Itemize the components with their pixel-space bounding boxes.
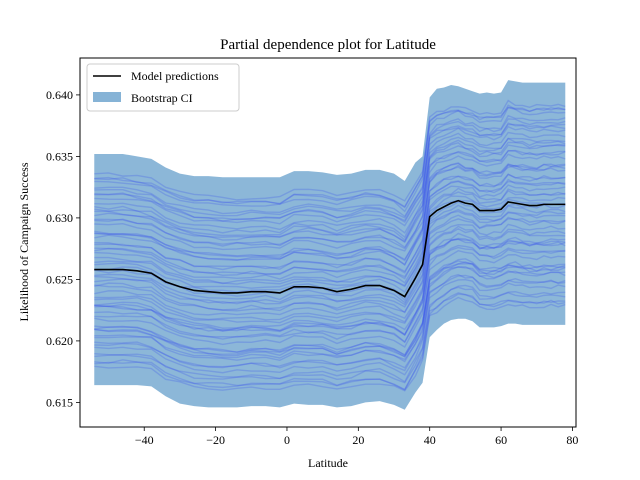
legend-swatch-bootstrap-ci xyxy=(93,92,121,102)
bootstrap-sample-line xyxy=(94,227,566,325)
bootstrap-sample-line xyxy=(94,201,566,302)
model-prediction-line xyxy=(94,199,566,298)
legend-label-bootstrap-ci: Bootstrap CI xyxy=(131,91,193,105)
bootstrap-sample-line xyxy=(94,266,566,363)
bootstrap-sample-line xyxy=(94,232,566,331)
bootstrap-sample-line xyxy=(94,131,566,234)
bootstrap-sample-line xyxy=(94,293,566,391)
bootstrap-sample-line xyxy=(94,238,566,336)
bootstrap-sample-line xyxy=(94,292,566,391)
bootstrap-sample-line xyxy=(94,223,566,320)
bootstrap-sample-line xyxy=(94,274,566,369)
bootstrap-sample-line xyxy=(94,286,566,384)
bootstrap-sample-line xyxy=(94,263,566,358)
bootstrap-sample-line xyxy=(94,149,566,249)
confidence-band xyxy=(94,80,566,410)
y-tick-label: 0.630 xyxy=(46,211,73,225)
y-tick-label: 0.640 xyxy=(46,88,73,102)
bootstrap-sample-line xyxy=(94,209,566,306)
bootstrap-sample-line xyxy=(94,137,566,241)
bootstrap-sample-line xyxy=(94,195,566,293)
bootstrap-sample-line xyxy=(94,261,566,358)
bootstrap-sample-line xyxy=(94,187,566,287)
bootstrap-sample-line xyxy=(94,180,566,280)
bootstrap-sample-line xyxy=(94,189,566,288)
bootstrap-sample-line xyxy=(94,173,566,274)
bootstrap-sample-line xyxy=(94,178,566,278)
bootstrap-sample-line xyxy=(94,114,566,218)
x-tick-label: −40 xyxy=(135,433,154,447)
bootstrap-sample-line xyxy=(94,141,566,243)
bootstrap-sample-line xyxy=(94,106,566,209)
bootstrap-sample-line xyxy=(94,260,566,356)
x-tick-label: 80 xyxy=(566,433,578,447)
bootstrap-sample-line xyxy=(94,184,566,284)
x-tick-label: −20 xyxy=(206,433,225,447)
bootstrap-sample-line xyxy=(94,164,566,267)
y-tick-label: 0.625 xyxy=(46,272,73,286)
legend: Model predictions Bootstrap CI xyxy=(86,63,240,112)
bootstrap-sample-line xyxy=(94,284,566,383)
bootstrap-ci-band xyxy=(94,80,566,410)
bootstrap-sample-line xyxy=(94,125,566,227)
model-predictions-line xyxy=(94,199,566,298)
bootstrap-sample-line xyxy=(94,149,566,250)
y-tick-label: 0.635 xyxy=(46,149,73,163)
x-tick-label: 40 xyxy=(424,433,436,447)
bootstrap-sample-line xyxy=(94,296,566,392)
x-axis-label: Latitude xyxy=(308,456,348,470)
bootstrap-sample-line xyxy=(94,144,566,244)
bootstrap-sample-line xyxy=(94,244,566,343)
bootstrap-sample-line xyxy=(94,266,566,361)
bootstrap-sample-line xyxy=(94,106,566,213)
y-axis-ticks: 0.615 0.620 0.625 0.630 0.635 0.640 xyxy=(46,88,80,409)
x-tick-label: 0 xyxy=(284,433,290,447)
bootstrap-sample-line xyxy=(94,278,566,376)
bootstrap-sample-line xyxy=(94,237,566,336)
bootstrap-sample-line xyxy=(94,164,566,266)
bootstrap-sample-line xyxy=(94,122,566,223)
bootstrap-sample-line xyxy=(94,136,566,239)
bootstrap-sample-line xyxy=(94,99,566,202)
legend-box xyxy=(86,63,240,112)
x-tick-label: 20 xyxy=(352,433,364,447)
bootstrap-sample-line xyxy=(94,162,566,261)
bootstrap-sample-line xyxy=(94,204,566,304)
bootstrap-sample-line xyxy=(94,214,566,314)
bootstrap-sample-line xyxy=(94,238,566,336)
bootstrap-sample-line xyxy=(94,104,566,208)
bootstrap-sample-line xyxy=(94,258,566,357)
bootstrap-sample-line xyxy=(94,173,566,273)
bootstrap-sample-line xyxy=(94,249,566,348)
legend-label-model-predictions: Model predictions xyxy=(131,69,219,83)
bootstrap-sample-line xyxy=(94,246,566,344)
bootstrap-sample-line xyxy=(94,273,566,372)
bootstrap-sample-line xyxy=(94,218,566,313)
bootstrap-sample-line xyxy=(94,123,566,222)
bootstrap-sample-line xyxy=(94,153,566,252)
y-tick-label: 0.620 xyxy=(46,334,73,348)
bootstrap-sample-line xyxy=(94,118,566,219)
y-tick-label: 0.615 xyxy=(46,395,73,409)
y-axis-label: Likelihood of Campaign Success xyxy=(17,162,31,321)
x-tick-label: 60 xyxy=(495,433,507,447)
plot-frame xyxy=(79,57,577,428)
bootstrap-sample-line xyxy=(94,210,566,308)
bootstrap-sample-line xyxy=(94,162,566,262)
x-axis-ticks: −40 −20 0 20 40 60 80 xyxy=(135,427,578,447)
chart-title: Partial dependence plot for Latitude xyxy=(220,37,436,53)
bootstrap-sample-line xyxy=(94,225,566,323)
bootstrap-lines xyxy=(94,99,566,392)
